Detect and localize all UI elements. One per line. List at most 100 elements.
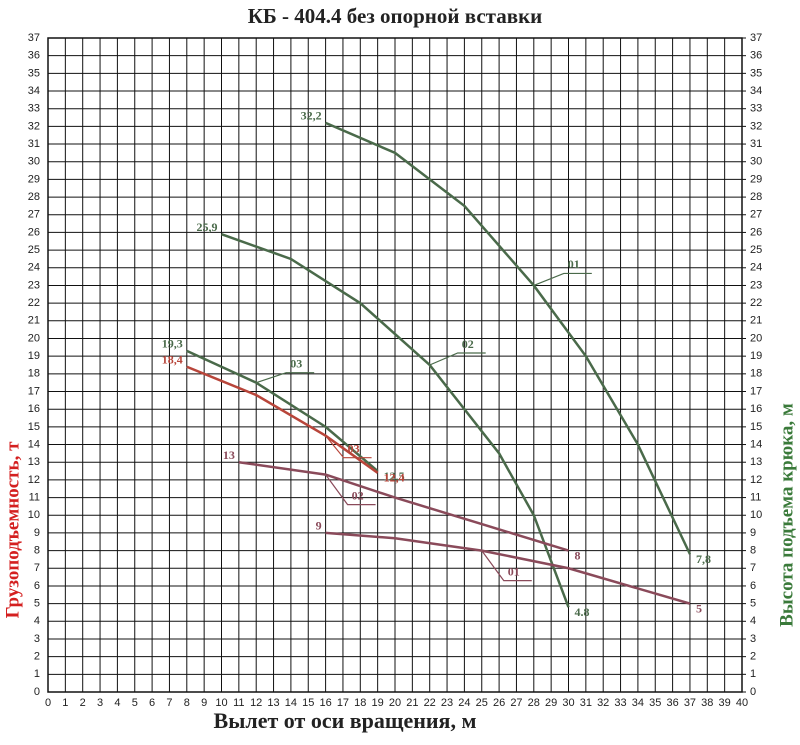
y-tick-label: 1 <box>34 668 40 680</box>
y2-tick-label: 2 <box>750 651 756 663</box>
y-tick-label: 30 <box>28 156 40 168</box>
series-name: 02 <box>352 488 364 502</box>
x-tick-label: 21 <box>406 697 418 709</box>
series-name: 03 <box>348 441 360 455</box>
y2-tick-label: 1 <box>750 668 756 680</box>
x-tick-label: 28 <box>528 697 540 709</box>
y2-tick-label: 32 <box>750 120 762 132</box>
y-tick-label: 19 <box>28 350 40 362</box>
y2-tick-label: 0 <box>750 686 756 698</box>
x-tick-label: 40 <box>736 697 748 709</box>
x-tick-label: 32 <box>597 697 609 709</box>
y-tick-label: 5 <box>34 598 40 610</box>
y2-tick-label: 22 <box>750 297 762 309</box>
y2-tick-label: 5 <box>750 598 756 610</box>
y-tick-label: 37 <box>28 32 40 44</box>
x-tick-label: 5 <box>132 697 138 709</box>
x-tick-label: 24 <box>458 697 470 709</box>
y2-tick-label: 17 <box>750 385 762 397</box>
value-label: 19,3 <box>162 337 183 351</box>
value-label: 8 <box>575 548 581 562</box>
y-tick-label: 36 <box>28 50 40 62</box>
y-tick-label: 7 <box>34 562 40 574</box>
x-tick-label: 16 <box>319 697 331 709</box>
x-tick-label: 38 <box>701 697 713 709</box>
x-tick-label: 39 <box>719 697 731 709</box>
y2-tick-label: 34 <box>750 85 762 97</box>
y2-tick-label: 21 <box>750 315 762 327</box>
y-tick-label: 23 <box>28 279 40 291</box>
value-label: 7,8 <box>696 552 711 566</box>
series-line <box>186 349 379 473</box>
x-tick-label: 30 <box>562 697 574 709</box>
y-tick-label: 15 <box>28 421 40 433</box>
x-tick-label: 20 <box>389 697 401 709</box>
x-tick-label: 26 <box>493 697 505 709</box>
x-tick-label: 13 <box>267 697 279 709</box>
y2-tick-label: 36 <box>750 50 762 62</box>
y-tick-label: 31 <box>28 138 40 150</box>
x-tick-label: 14 <box>285 697 297 709</box>
y2-tick-label: 11 <box>750 491 761 503</box>
y-tick-label: 2 <box>34 651 40 663</box>
y-tick-label: 14 <box>28 438 40 450</box>
series-line <box>186 365 379 474</box>
x-tick-label: 25 <box>476 697 488 709</box>
chart-title: КБ - 404.4 без опорной вставки <box>248 4 543 28</box>
x-tick-label: 6 <box>149 697 155 709</box>
y2-tick-label: 24 <box>750 262 762 274</box>
x-tick-label: 22 <box>424 697 436 709</box>
x-tick-label: 17 <box>337 697 349 709</box>
leader-line <box>533 272 592 287</box>
y-tick-label: 16 <box>28 403 40 415</box>
x-tick-label: 15 <box>302 697 314 709</box>
value-label: 25,9 <box>197 220 218 234</box>
x-tick-label: 29 <box>545 697 557 709</box>
y-tick-label: 33 <box>28 103 40 115</box>
x-tick-label: 27 <box>510 697 522 709</box>
x-tick-label: 8 <box>184 697 190 709</box>
y2-tick-label: 4 <box>750 615 756 627</box>
y2-tick-label: 30 <box>750 156 762 168</box>
y2-tick-label: 10 <box>750 509 762 521</box>
y-axis-label: Грузоподъемность, т <box>2 441 23 618</box>
y2-tick-label: 9 <box>750 527 756 539</box>
value-label: 4.8 <box>575 605 590 619</box>
y-tick-label: 18 <box>28 368 40 380</box>
y2-tick-label: 6 <box>750 580 756 592</box>
y2-tick-label: 29 <box>750 173 762 185</box>
y2-tick-label: 35 <box>750 67 762 79</box>
leader-line <box>325 474 376 506</box>
y-tick-label: 10 <box>28 509 40 521</box>
series-name: 02 <box>462 337 474 351</box>
y-tick-label: 32 <box>28 120 40 132</box>
y2-tick-label: 20 <box>750 332 762 344</box>
y2-tick-label: 23 <box>750 279 762 291</box>
y-tick-label: 24 <box>28 262 40 274</box>
x-tick-label: 7 <box>166 697 172 709</box>
x-tick-label: 0 <box>45 697 51 709</box>
y2-tick-label: 16 <box>750 403 762 415</box>
y2-axis-label: Высота подъема крюка, м <box>776 403 797 627</box>
y-tick-label: 21 <box>28 315 40 327</box>
y2-tick-label: 8 <box>750 545 756 557</box>
x-tick-label: 3 <box>97 697 103 709</box>
y2-tick-label: 26 <box>750 226 762 238</box>
y-tick-label: 11 <box>29 491 40 503</box>
series-name: 03 <box>290 356 302 370</box>
value-label: 12,4 <box>384 471 405 485</box>
y2-tick-label: 12 <box>750 474 762 486</box>
y-tick-label: 4 <box>34 615 40 627</box>
x-tick-label: 12 <box>250 697 262 709</box>
y-tick-label: 28 <box>28 191 40 203</box>
y2-tick-label: 7 <box>750 562 756 574</box>
x-tick-label: 18 <box>354 697 366 709</box>
series-name: 01 <box>508 564 520 578</box>
x-tick-label: 36 <box>666 697 678 709</box>
y2-tick-label: 18 <box>750 368 762 380</box>
y-tick-label: 8 <box>34 545 40 557</box>
x-tick-label: 33 <box>614 697 626 709</box>
y2-tick-label: 28 <box>750 191 762 203</box>
y-tick-label: 34 <box>28 85 40 97</box>
